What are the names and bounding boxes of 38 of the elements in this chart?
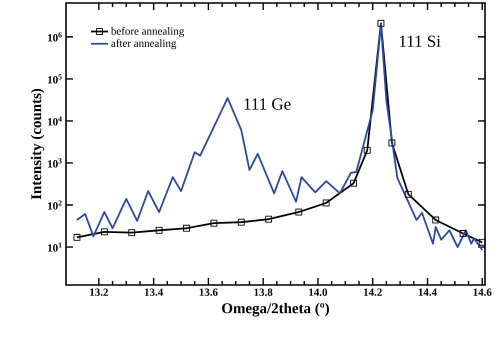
point	[210, 220, 218, 227]
point	[156, 226, 163, 234]
y-axis-title: Intensity (counts)	[30, 88, 44, 200]
x-tick-label: 13.4	[144, 288, 164, 296]
annotation: 111 Ge	[244, 98, 291, 110]
x-tick-label: 13.2	[90, 288, 108, 296]
point	[460, 230, 467, 237]
legend-label: after annealing	[111, 39, 176, 50]
point	[265, 216, 272, 223]
legend-label: before annealing	[110, 26, 184, 37]
point	[364, 146, 371, 154]
y-tick-label: 10$^{1}$	[48, 242, 62, 252]
point	[74, 234, 80, 241]
x-tick-label: 13.6	[200, 288, 218, 296]
x-tick-label: 13.8	[254, 288, 272, 296]
x-tick-label: 14.2	[364, 288, 382, 296]
y-tick-label: 10$^{2}$	[48, 200, 62, 210]
point	[183, 224, 190, 232]
annotation: 111 Si	[400, 36, 441, 47]
point	[100, 228, 108, 236]
point	[350, 180, 357, 187]
point	[478, 238, 486, 246]
x-axis-title: Omega/2theta (º)	[222, 302, 329, 316]
y-tick-label: 10$^{4}$	[48, 116, 62, 126]
point	[388, 139, 396, 146]
point	[295, 208, 302, 216]
point	[238, 218, 245, 226]
y-tick-label: 10$^{6}$	[48, 32, 62, 42]
x-tick-label: 14.6	[474, 288, 492, 296]
x-tick-label: 14.0	[309, 288, 328, 296]
x-tick-label: 14.4	[418, 288, 437, 296]
y-tick-label: 10$^{3}$	[48, 158, 62, 168]
point	[322, 200, 330, 206]
point	[128, 229, 136, 236]
y-tick-label: 10$^{5}$	[48, 74, 62, 84]
point	[378, 20, 384, 27]
point	[432, 216, 440, 224]
point	[404, 190, 412, 198]
